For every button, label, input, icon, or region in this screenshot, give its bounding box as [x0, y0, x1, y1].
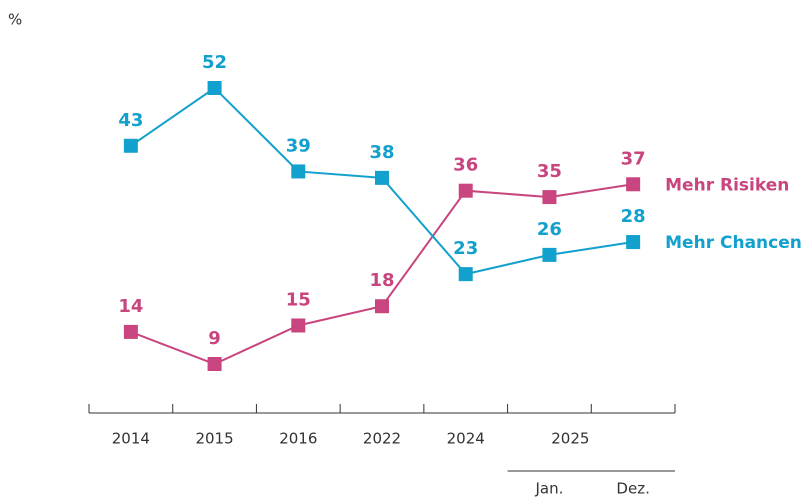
marker [291, 164, 306, 179]
data-label: 43 [118, 110, 143, 131]
y-unit-label: % [8, 11, 22, 29]
data-label: 37 [621, 148, 646, 169]
data-label: 26 [537, 219, 562, 240]
data-label: 18 [369, 270, 394, 291]
marker [458, 183, 473, 198]
legend-label: Mehr Chancen [665, 233, 802, 253]
x-group-label: 2025 [551, 430, 589, 448]
legend-label: Mehr Risiken [665, 175, 789, 195]
data-label: 23 [453, 238, 478, 259]
marker [207, 357, 222, 371]
marker [375, 299, 389, 314]
x-tick-label: 2014 [112, 430, 150, 448]
x-tick-label: 2024 [447, 430, 485, 448]
marker [626, 235, 641, 250]
data-label: 52 [202, 52, 227, 73]
marker [626, 177, 641, 192]
data-label: 39 [286, 135, 311, 156]
x-tick-label: Dez. [616, 480, 649, 497]
data-label: 9 [208, 328, 221, 349]
marker [542, 247, 557, 262]
data-label: 36 [453, 155, 478, 176]
data-label: 28 [621, 206, 646, 227]
x-tick-label: 2022 [363, 430, 401, 448]
marker [123, 324, 138, 339]
marker [542, 190, 557, 205]
data-label: 14 [118, 296, 143, 317]
marker [207, 81, 222, 95]
marker [458, 267, 473, 282]
data-label: 35 [537, 161, 562, 182]
marker [123, 138, 138, 153]
marker [291, 318, 306, 333]
data-label: 38 [369, 142, 394, 163]
x-tick-label: 2015 [195, 430, 233, 448]
marker [375, 170, 389, 185]
x-tick-label: 2016 [279, 430, 317, 448]
data-label: 15 [286, 289, 311, 310]
x-tick-label: Jan. [534, 480, 563, 497]
